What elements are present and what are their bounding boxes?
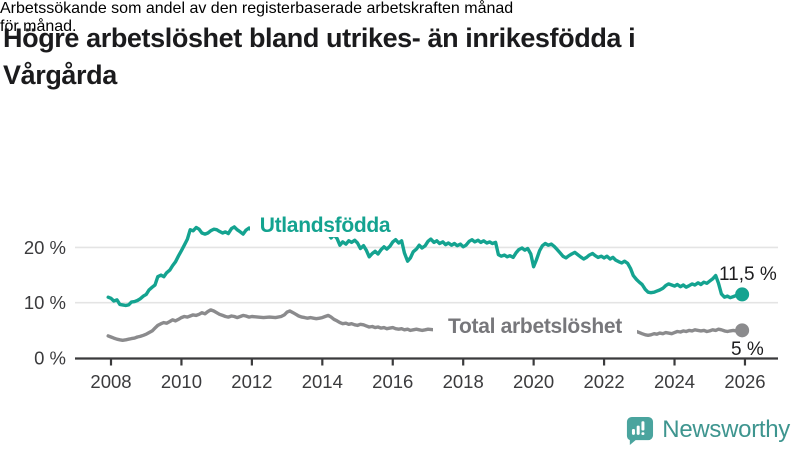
newsworthy-logo-text: Newsworthy (662, 416, 790, 443)
newsworthy-logo[interactable]: Newsworthy (625, 415, 790, 445)
series-line-1 (106, 308, 744, 342)
bar-chart-speech-bubble-icon (627, 416, 654, 445)
x-tick-label: 2018 (443, 371, 484, 392)
chart-subtitle-line-2: för månad. (0, 18, 77, 35)
series-line-0 (106, 225, 744, 308)
series-label-0: Utlandsfödda (260, 214, 391, 237)
chart-title: Högre arbetslöshet bland utrikes- än inr… (3, 20, 783, 94)
x-tick-label: 2024 (654, 371, 695, 392)
series-label-1: Total arbetslöshet (448, 315, 622, 338)
chart-title-line-2: Vårgårda (3, 60, 117, 91)
x-tick-label: 2014 (302, 371, 343, 392)
series-label-mask (250, 211, 398, 237)
series-end-label-0: 11,5 % (719, 264, 777, 285)
series-end-dot-1 (735, 323, 750, 338)
x-tick-label: 2012 (231, 371, 272, 392)
x-tick-label: 2026 (724, 371, 765, 392)
chart-subtitle-line-1: Arbetssökande som andel av den registerb… (0, 0, 514, 17)
y-tick-label: 20 % (24, 237, 66, 258)
y-tick-label: 0 % (34, 348, 66, 369)
x-tick-label: 2010 (161, 371, 202, 392)
x-tick-label: 2008 (90, 371, 131, 392)
y-tick-label: 10 % (24, 292, 66, 313)
x-tick-label: 2020 (513, 371, 554, 392)
series-end-dot-0 (735, 287, 750, 302)
series-label-mask (433, 315, 637, 340)
x-tick-label: 2022 (584, 371, 625, 392)
series-end-label-1: 5 % (731, 339, 764, 360)
chart-title-line-1: Högre arbetslöshet bland utrikes- än inr… (3, 23, 636, 54)
x-tick-label: 2016 (372, 371, 413, 392)
